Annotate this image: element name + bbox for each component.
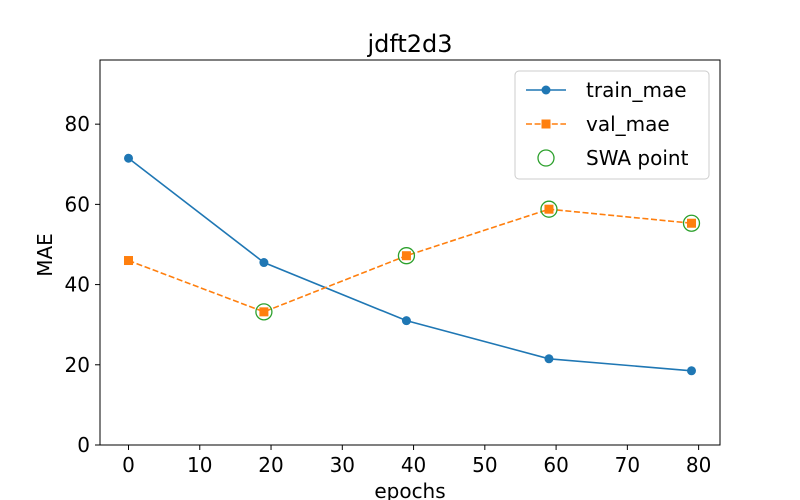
legend-marker-val-mae <box>541 119 551 129</box>
legend: train_mae val_mae SWA point <box>514 70 710 180</box>
y-tick-label: 80 <box>65 112 90 136</box>
legend-label-swa-point: SWA point <box>586 146 689 170</box>
plot-area <box>124 153 701 376</box>
axes-frame <box>99 59 721 446</box>
series-val-mae <box>124 204 696 317</box>
x-tick-label: 10 <box>187 453 212 477</box>
val-mae-point <box>544 204 554 214</box>
val-mae-point <box>401 251 411 261</box>
swa-point-point <box>682 214 701 232</box>
legend-label-val-mae: val_mae <box>586 112 670 136</box>
val-mae-point <box>686 218 696 228</box>
legend-label-train-mae: train_mae <box>586 78 687 102</box>
swa-point-point <box>255 303 273 321</box>
y-tick-label: 40 <box>65 273 90 297</box>
x-tick-label: 40 <box>401 453 426 477</box>
x-axis-label: epochs <box>374 479 445 500</box>
legend-marker-swa-point <box>537 149 555 167</box>
x-tick-label: 30 <box>330 453 355 477</box>
y-tick-label: 60 <box>65 192 90 216</box>
x-tick-label: 60 <box>543 453 568 477</box>
x-tick-label: 0 <box>122 453 135 477</box>
legend-box <box>514 70 710 180</box>
series-swa-point <box>255 200 701 321</box>
swa-point-point <box>397 247 416 265</box>
series-train-mae <box>124 153 696 376</box>
train-mae-point <box>544 354 554 364</box>
x-tick-label: 80 <box>686 453 711 477</box>
train-mae-point <box>259 258 269 268</box>
x-tick-label: 20 <box>258 453 283 477</box>
legend-marker-train-mae <box>541 85 551 95</box>
x-tick-label: 50 <box>472 453 497 477</box>
train-mae-point <box>401 316 411 326</box>
chart-title: jdft2d3 <box>366 30 452 58</box>
val-mae-point <box>124 256 134 266</box>
y-tick-label: 0 <box>77 433 90 457</box>
y-tick-label: 20 <box>65 353 90 377</box>
train-mae-point <box>686 366 696 376</box>
y-axis-label: MAE <box>33 233 57 277</box>
val-mae-point <box>259 307 269 317</box>
x-tick-label: 70 <box>615 453 640 477</box>
swa-point-point <box>540 200 558 218</box>
train-mae-point <box>124 153 134 163</box>
axes: 0 10 20 30 40 50 60 70 80 0 20 40 60 80 <box>65 59 721 477</box>
